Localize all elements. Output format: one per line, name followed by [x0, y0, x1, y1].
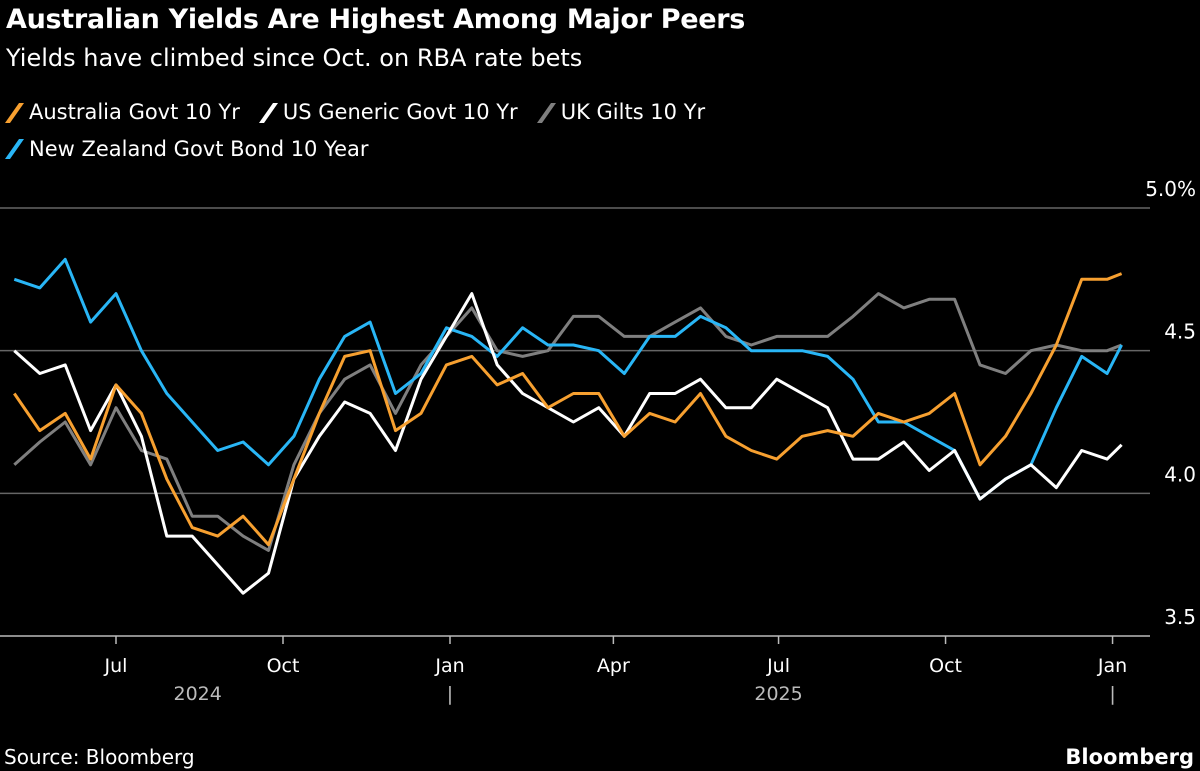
x-year-label: |: [1109, 683, 1115, 705]
x-year-label: 2024: [174, 683, 222, 705]
series-line-australia-govt-10-yr: [13, 272, 1123, 547]
legend-label: UK Gilts 10 Yr: [560, 100, 706, 124]
legend-label: New Zealand Govt Bond 10 Year: [29, 136, 369, 161]
series-line-uk-gilts-10-yr: [13, 292, 1123, 552]
x-year-label: |: [447, 683, 453, 705]
x-year-label: 2025: [754, 683, 802, 705]
bloomberg-logo: Bloomberg: [1065, 745, 1194, 769]
y-tick-label: 5.0%: [1145, 177, 1196, 201]
x-tick-label: Oct: [267, 655, 300, 677]
gridlines: [0, 207, 1150, 637]
x-tick-label: Jul: [766, 655, 790, 677]
source-note: Source: Bloomberg: [4, 745, 195, 769]
legend-item-uk: UK Gilts 10 Yr: [536, 96, 706, 129]
series-lines: [13, 257, 1123, 595]
x-tick-label: Oct: [929, 655, 962, 677]
legend-label: US Generic Govt 10 Yr: [282, 100, 518, 124]
series-line-us-generic-govt-10-yr: [13, 292, 1123, 595]
legend-label: Australia Govt 10 Yr: [29, 100, 240, 124]
chart-subtitle: Yields have climbed since Oct. on RBA ra…: [6, 44, 583, 72]
x-tick-label: Jan: [434, 655, 464, 677]
x-tick-label: Jan: [1097, 655, 1127, 677]
legend-item-us: US Generic Govt 10 Yr: [258, 96, 518, 129]
chart-title: Australian Yields Are Highest Among Majo…: [6, 4, 746, 35]
y-tick-label: 4.0: [1164, 462, 1196, 486]
series-line-new-zealand-govt-bond-10-year: [13, 257, 1123, 501]
legend: Australia Govt 10 Yr US Generic Govt 10 Y…: [4, 96, 1006, 169]
x-tick-label: Apr: [597, 655, 630, 677]
x-tick-label: Jul: [104, 655, 128, 677]
y-tick-label: 3.5: [1164, 605, 1196, 629]
axes: 5.0% 4.5 4.0 3.5 Jul Oct Jan Apr Jul Oct Jan 2024 | 2…: [104, 177, 1196, 705]
legend-item-australia: Australia Govt 10 Yr: [4, 96, 240, 129]
legend-item-nz: New Zealand Govt Bond 10 Year: [4, 133, 369, 166]
y-tick-label: 4.5: [1164, 320, 1196, 344]
